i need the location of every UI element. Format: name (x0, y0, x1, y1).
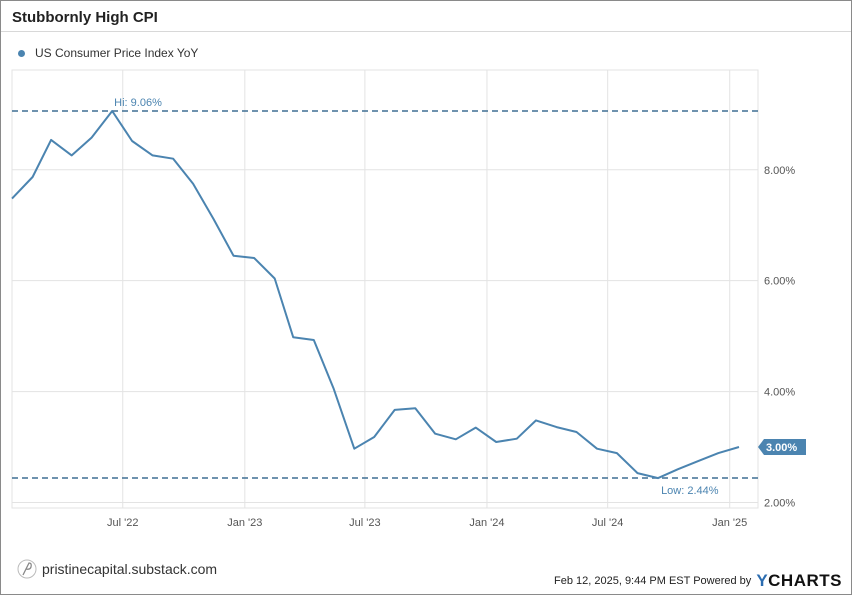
footer-attribution: Feb 12, 2025, 9:44 PM EST Powered by YCH… (554, 571, 842, 591)
series-line (11, 110, 740, 480)
legend: US Consumer Price Index YoY (18, 46, 198, 60)
low-label: Low: 2.44% (661, 485, 719, 497)
last-value-badge (758, 439, 806, 456)
last-value-label: 3.00% (766, 442, 797, 454)
x-tick-label: Jan '23 (227, 517, 262, 529)
legend-marker (18, 49, 25, 57)
x-tick-label: Jul '22 (107, 517, 138, 529)
y-tick-label: 6.00% (764, 276, 795, 288)
y-tick-label: 8.00% (764, 165, 795, 177)
pen-logo-icon (17, 559, 37, 579)
source-text: pristinecapital.substack.com (42, 561, 218, 577)
y-tick-label: 2.00% (764, 497, 795, 509)
ycharts-logo: YCHARTS (756, 571, 842, 590)
chart-title: Stubbornly High CPI (12, 9, 158, 26)
x-tick-label: Jul '23 (349, 517, 380, 529)
legend-label: US Consumer Price Index YoY (35, 46, 199, 60)
x-tick-label: Jan '24 (469, 517, 504, 529)
footer-source: pristinecapital.substack.com (16, 558, 217, 580)
plot-area (11, 69, 759, 509)
y-tick-label: 4.00% (764, 387, 795, 399)
title-divider (1, 31, 851, 32)
high-label: Hi: 9.06% (114, 97, 162, 109)
x-tick-label: Jul '24 (592, 517, 623, 529)
x-tick-label: Jan '25 (712, 517, 747, 529)
timestamp-text: Feb 12, 2025, 9:44 PM EST Powered by (554, 575, 752, 587)
